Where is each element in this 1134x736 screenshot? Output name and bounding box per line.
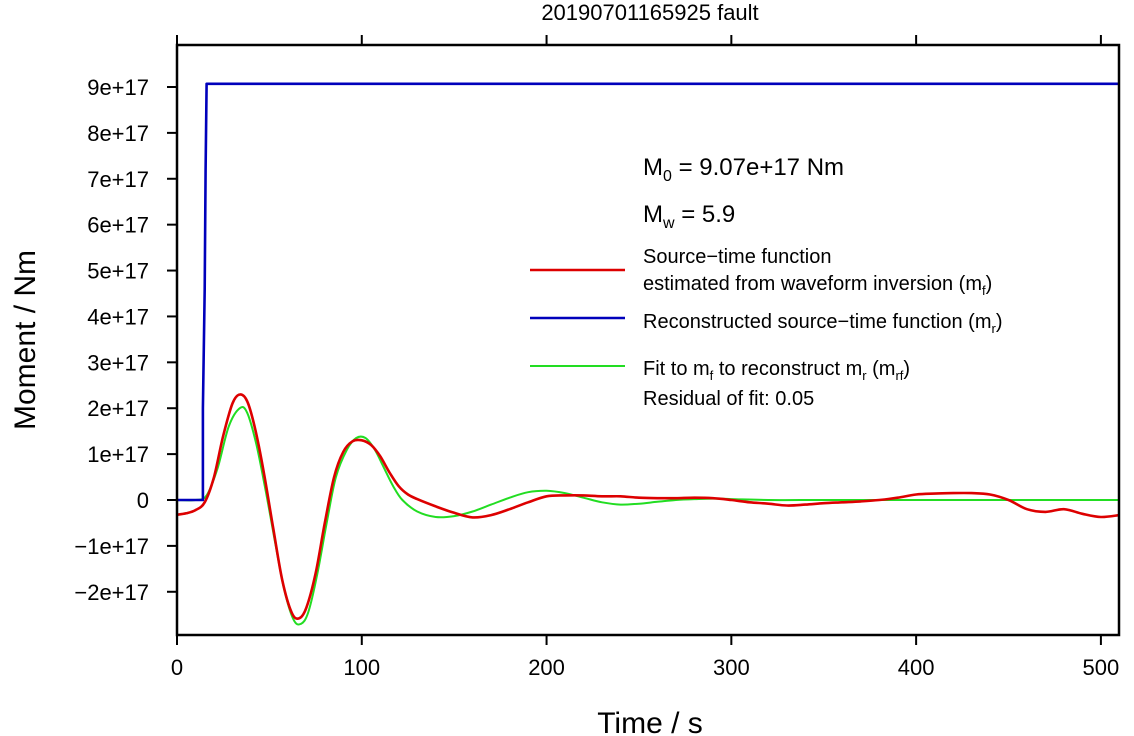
legend-label-mr: Reconstructed source−time function (mr) (643, 311, 1003, 336)
annotation-m0: M0 = 9.07e+17 Nm (643, 154, 844, 185)
x-axis-label: Time / s (597, 707, 703, 736)
legend-label-mrf: Fit to mf to reconstruct mr (mrf) (643, 358, 910, 383)
series-line-mr (177, 82, 1120, 502)
legend: Source−time function estimated from wavef… (530, 246, 1003, 383)
y-tick-label: 1e+17 (87, 442, 149, 467)
x-tick-label: 500 (1083, 655, 1120, 680)
y-tick-label: 7e+17 (87, 167, 149, 192)
y-tick-label: 5e+17 (87, 259, 149, 284)
legend-label-mf: Source−time function (643, 246, 831, 268)
chart-title: 20190701165925 fault (541, 0, 758, 25)
annotations: M0 = 9.07e+17 Nm Mw = 5.9 Residual of fit:… (643, 154, 844, 410)
x-tick-label: 400 (898, 655, 935, 680)
y-tick-label: −2e+17 (74, 580, 149, 605)
y-tick-label: 4e+17 (87, 304, 149, 329)
series-line-mf (176, 393, 1120, 620)
plot-frame (175, 43, 1121, 637)
x-tick-label: 200 (528, 655, 565, 680)
y-tick-label: −1e+17 (74, 534, 149, 559)
y-tick-label: 0 (137, 488, 149, 513)
x-tick-label: 100 (343, 655, 380, 680)
y-tick-label: 6e+17 (87, 213, 149, 238)
legend-label-mf: estimated from waveform inversion (mf) (643, 273, 992, 298)
axes: 0 100 200 300 400 500 −2e+17 −1e+17 0 1e+17 2e+17 3… (74, 35, 1119, 680)
y-tick-label: 2e+17 (87, 396, 149, 421)
x-tick-label: 300 (713, 655, 750, 680)
residual-label: Residual of fit: 0.05 (643, 388, 814, 410)
series-line-mrf (176, 406, 1120, 626)
y-tick-label: 9e+17 (87, 75, 149, 100)
series-layer (176, 82, 1120, 626)
y-tick-label: 8e+17 (87, 121, 149, 146)
x-tick-label: 0 (171, 655, 183, 680)
annotation-mw: Mw = 5.9 (643, 201, 735, 232)
y-tick-label: 3e+17 (87, 350, 149, 375)
y-axis-label: Moment / Nm (9, 250, 42, 430)
